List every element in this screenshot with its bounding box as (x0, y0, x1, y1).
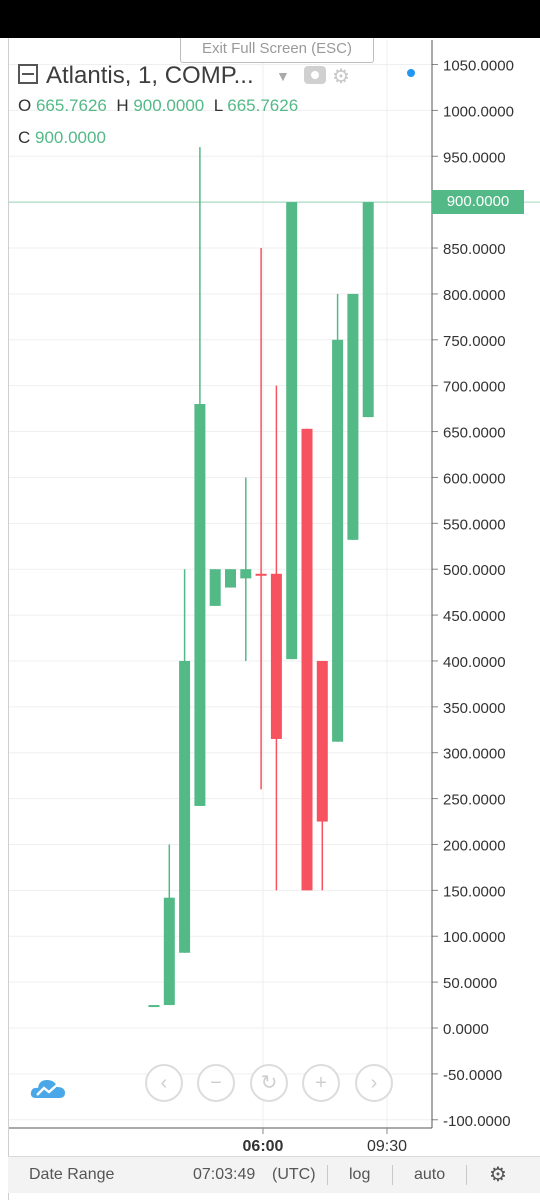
scroll-back-button[interactable]: ‹ (145, 1064, 183, 1102)
candle-body (225, 569, 236, 588)
y-tick-label: 450.0000 (443, 608, 506, 625)
close-label: C (18, 128, 31, 147)
y-tick-label: 150.0000 (443, 883, 506, 900)
scroll-forward-button[interactable]: › (355, 1064, 393, 1102)
log-scale-toggle[interactable]: log (349, 1166, 371, 1183)
x-tick-label: 09:30 (367, 1138, 407, 1155)
candle-body (209, 569, 221, 606)
high-value: 900.0000 (133, 96, 205, 115)
settings-gear-icon[interactable]: ⚙ (332, 66, 350, 88)
toolbar-divider (392, 1165, 393, 1185)
y-tick-label: 550.0000 (443, 516, 506, 533)
y-tick-label: 250.0000 (443, 792, 506, 809)
candle-body (301, 428, 313, 891)
clock-time: 07:03:49 (193, 1166, 256, 1183)
candle-body (179, 660, 191, 953)
candle-body (362, 202, 374, 418)
high-label: H (116, 96, 129, 115)
chart-settings-gear-icon[interactable]: ⚙ (489, 1164, 507, 1186)
exit-fullscreen-button[interactable]: Exit Full Screen (ESC) (180, 38, 374, 63)
y-tick-label: -50.0000 (443, 1067, 502, 1084)
y-tick-label: 500.0000 (443, 562, 506, 579)
date-range-button[interactable]: Date Range (29, 1166, 115, 1183)
y-tick-label: -100.0000 (443, 1113, 511, 1130)
x-tick-label: 06:00 (243, 1138, 284, 1155)
candle-body (163, 897, 175, 1006)
y-tick-label: 200.0000 (443, 837, 506, 854)
open-label: O (18, 96, 32, 115)
y-tick-label: 50.0000 (443, 975, 497, 992)
bottom-toolbar: Date Range 07:03:49 (UTC) log auto ⚙ (8, 1156, 540, 1193)
candle-body (255, 573, 267, 576)
tradingview-logo-icon[interactable] (30, 1076, 66, 1102)
symbol-legend[interactable]: Atlantis, 1, COMP... (18, 62, 254, 90)
live-indicator-dot (407, 69, 415, 77)
y-tick-label: 950.0000 (443, 149, 506, 166)
y-tick-label: 750.0000 (443, 333, 506, 350)
open-value: 665.7626 (35, 96, 107, 115)
candle-body (316, 660, 328, 822)
toolbar-divider (327, 1165, 328, 1185)
y-tick-label: 850.0000 (443, 241, 506, 258)
status-bar (0, 0, 540, 38)
low-value: 665.7626 (227, 96, 299, 115)
y-tick-label: 650.0000 (443, 425, 506, 442)
toolbar-divider (466, 1165, 467, 1185)
clock-timezone[interactable]: (UTC) (272, 1166, 316, 1183)
candle-body (148, 1005, 160, 1008)
candle-body (332, 339, 344, 742)
zoom-out-button[interactable]: − (197, 1064, 235, 1102)
reset-chart-button[interactable]: ↻ (250, 1064, 288, 1102)
candle-body (347, 293, 359, 540)
collapse-square-icon[interactable] (18, 64, 38, 84)
eye-icon[interactable] (304, 66, 326, 84)
low-label: L (213, 96, 223, 115)
ohlc-row-2: C 900.0000 (18, 128, 106, 148)
y-tick-label: 0.0000 (443, 1021, 489, 1038)
last-price-badge: 900.0000 (432, 190, 524, 214)
y-tick-label: 1050.0000 (443, 58, 514, 75)
symbol-title: Atlantis, 1, COMP... (46, 62, 254, 89)
y-tick-label: 300.0000 (443, 746, 506, 763)
y-tick-label: 1000.0000 (443, 103, 514, 120)
y-tick-label: 100.0000 (443, 929, 506, 946)
close-value: 900.0000 (35, 128, 106, 147)
zoom-in-button[interactable]: + (302, 1064, 340, 1102)
y-tick-label: 800.0000 (443, 287, 506, 304)
candle-body (240, 569, 252, 579)
y-tick-label: 400.0000 (443, 654, 506, 671)
y-tick-label: 350.0000 (443, 700, 506, 717)
y-tick-label: 600.0000 (443, 470, 506, 487)
candle-body (194, 404, 206, 806)
candle-body (270, 573, 282, 739)
ohlc-row-1: O 665.7626 H 900.0000 L 665.7626 (18, 96, 298, 116)
y-tick-label: 700.0000 (443, 379, 506, 396)
candle-body (286, 202, 298, 660)
chevron-down-icon[interactable]: ▼ (276, 68, 290, 84)
auto-scale-toggle[interactable]: auto (414, 1166, 446, 1183)
